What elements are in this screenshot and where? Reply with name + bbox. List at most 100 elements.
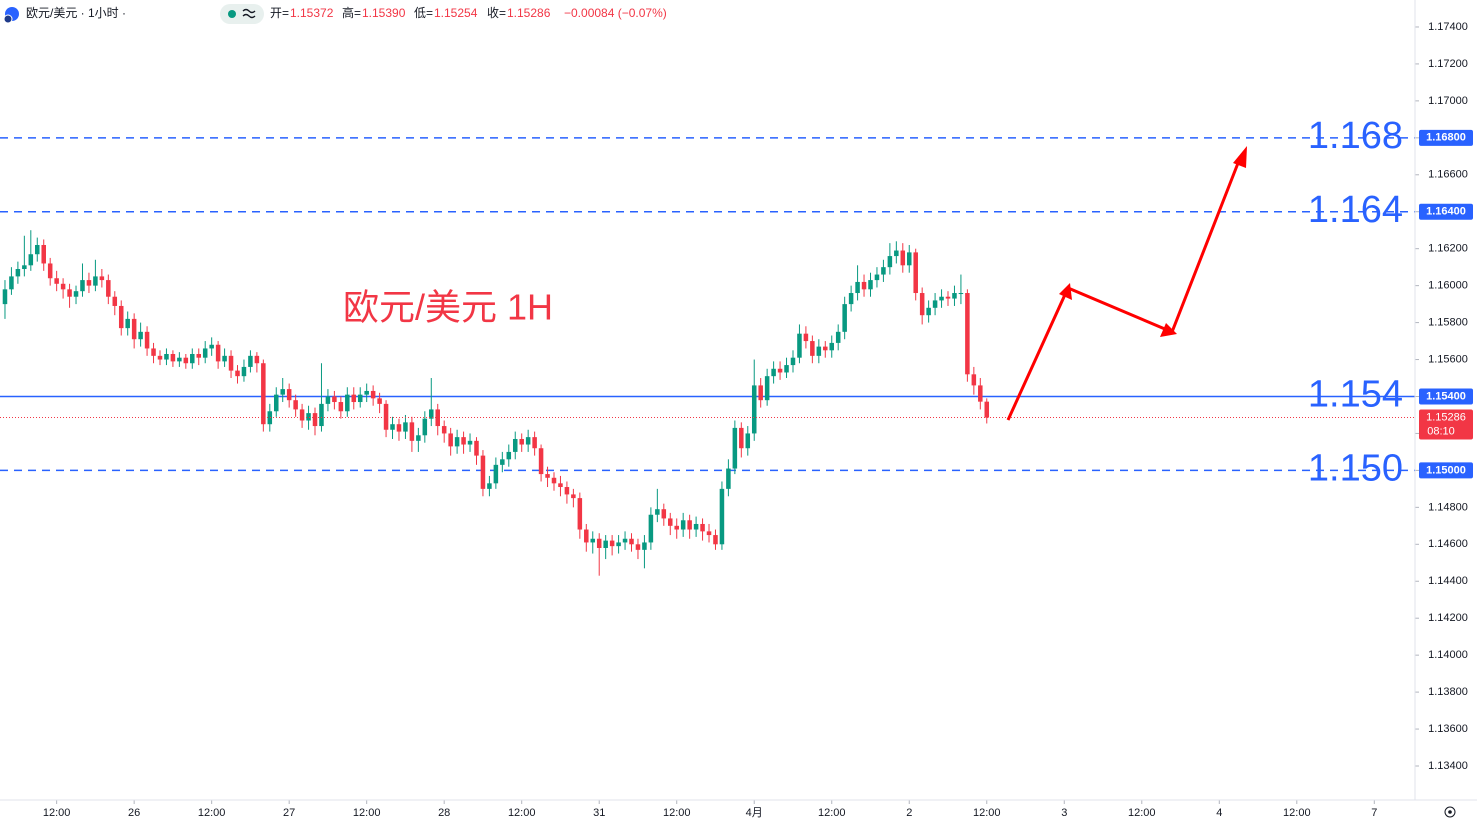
candle-body <box>564 487 570 495</box>
candle-body <box>312 413 318 427</box>
y-tick-label: 1.17000 <box>1428 95 1468 107</box>
y-tick-label: 1.17200 <box>1428 58 1468 70</box>
candle-body <box>47 263 53 279</box>
candle-body <box>286 389 292 401</box>
x-tick-label: 3 <box>1061 807 1067 819</box>
candle-body <box>532 437 537 449</box>
candle-body <box>596 538 602 548</box>
last-price-label: 1.15286 <box>1426 411 1466 423</box>
candle-body <box>209 344 214 349</box>
candle-body <box>35 244 40 255</box>
candle-body <box>584 529 589 543</box>
y-tick-label: 1.13800 <box>1428 686 1468 698</box>
candle-body <box>60 283 66 290</box>
candle-body <box>674 525 679 530</box>
candle-body <box>357 394 363 403</box>
x-tick-label: 12:00 <box>508 807 536 819</box>
candle-body <box>306 413 311 421</box>
candle-body <box>622 538 628 543</box>
candle-body <box>325 396 331 404</box>
candle-body <box>351 394 357 403</box>
candle-body <box>726 468 731 489</box>
candle-body <box>855 281 860 294</box>
x-tick-label: 12:00 <box>1283 807 1311 819</box>
candle-body <box>248 355 253 367</box>
candle-body <box>745 433 751 449</box>
candle-body <box>609 540 615 547</box>
status-dot <box>228 10 236 18</box>
candle-body <box>435 409 440 427</box>
axis-badge <box>1419 203 1473 220</box>
candle-body <box>913 252 918 294</box>
x-tick-label: 12:00 <box>818 807 846 819</box>
candle-body <box>758 385 763 401</box>
candle-body <box>73 291 79 297</box>
candle-body <box>177 357 182 362</box>
status-value: 1.15286 <box>507 6 551 20</box>
candle-body <box>273 394 279 412</box>
candle-body <box>15 269 21 277</box>
candle-body <box>551 477 557 484</box>
settings-icon[interactable] <box>1444 806 1456 818</box>
candle-body <box>687 520 692 530</box>
candle-body <box>22 265 27 270</box>
candle-body <box>881 267 886 275</box>
candle-body <box>512 438 518 452</box>
candle-body <box>739 427 744 449</box>
y-tick-label: 1.14400 <box>1428 575 1468 587</box>
y-tick-label: 1.13400 <box>1428 760 1468 772</box>
price-line-label: 1.168 <box>1308 115 1403 157</box>
candle-body <box>106 280 111 297</box>
axis-badge-label: 1.15400 <box>1426 390 1466 402</box>
x-tick-label: 26 <box>128 807 140 819</box>
candle-body <box>215 344 221 362</box>
candle-body <box>80 280 85 292</box>
candle-body <box>416 435 421 441</box>
status-pill[interactable] <box>220 4 264 24</box>
forecast-arrows <box>1006 146 1247 421</box>
arrowhead <box>1160 323 1177 337</box>
candle-body <box>157 355 163 360</box>
candle-body <box>190 353 195 364</box>
candle-body <box>118 305 124 329</box>
candle-body <box>894 250 899 257</box>
candle-body <box>700 523 705 532</box>
x-tick-label: 12:00 <box>43 807 71 819</box>
candle-body <box>777 368 783 373</box>
candle-body <box>319 403 324 427</box>
candle-body <box>590 538 596 543</box>
candle-body <box>9 276 14 290</box>
candle-body <box>939 296 944 301</box>
candle-body <box>635 544 641 550</box>
candle-body <box>403 422 408 432</box>
candle-body <box>706 531 712 536</box>
candle-body <box>952 293 957 299</box>
candle-body <box>713 535 718 545</box>
candle-body <box>241 366 247 377</box>
settings-icon <box>1448 810 1452 814</box>
candle-body <box>874 274 880 281</box>
candle-body <box>525 437 531 445</box>
candle-body <box>519 438 524 445</box>
candle-body <box>364 390 369 395</box>
countdown: 08:10 <box>1427 425 1455 437</box>
candle-body <box>545 474 550 478</box>
candle-body <box>28 254 34 266</box>
y-tick-label: 1.14800 <box>1428 501 1468 513</box>
y-tick-label: 1.15600 <box>1428 353 1468 365</box>
candle-body <box>764 376 770 401</box>
candle-body <box>493 464 499 484</box>
candle-body <box>751 385 757 434</box>
candle-body <box>299 409 305 421</box>
candle-body <box>906 252 912 266</box>
candle-body <box>538 448 544 475</box>
status-label: 收= <box>487 6 506 20</box>
x-tick-label: 12:00 <box>198 807 226 819</box>
candle-body <box>280 389 285 395</box>
candle-body <box>99 276 105 281</box>
arrowhead <box>1059 283 1072 300</box>
last-price-badge <box>1419 409 1473 440</box>
x-tick-label: 12:00 <box>973 807 1001 819</box>
x-tick-label: 12:00 <box>1128 807 1156 819</box>
